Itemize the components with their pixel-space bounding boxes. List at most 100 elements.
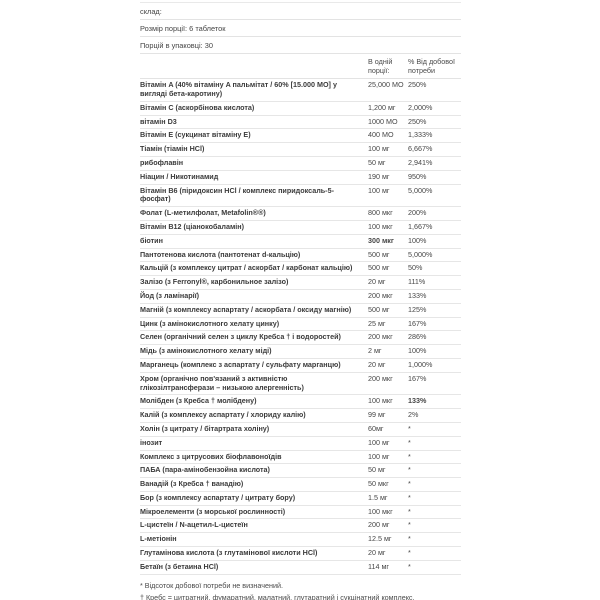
servings-per-container: Порцій в упаковці: 30	[140, 37, 461, 54]
table-row: L-метіонін 12.5 мг *	[140, 533, 461, 548]
table-row: Вітамін E (сукцинат вітаміну E) 400 МО 1,3…	[140, 129, 461, 144]
table-row: Цинк (з амінокислотного хелату цинку) 25 …	[140, 318, 461, 332]
dv-value: *	[408, 465, 411, 475]
dv-value: *	[408, 479, 411, 489]
dv-value: 200%	[408, 208, 427, 218]
ingredient-name: Селен (органічний селен з циклу Кребса †…	[140, 332, 341, 342]
ingredient-name: Вітамін A (40% вітаміну A пальмітат / 60…	[140, 80, 337, 98]
amount-value: 1000 МО	[368, 116, 398, 126]
table-row: Вітамін B6 (піридоксин HCl / комплекс пи…	[140, 185, 461, 208]
table-row: Вітамін C (аскорбінова кислота) 1,200 мг 2…	[140, 102, 461, 116]
ingredient-name: L-метіонін	[140, 534, 177, 544]
amount-value: 1.5 мг	[368, 492, 388, 502]
ingredient-name: Ніацин / Никотинамид	[140, 171, 219, 181]
ingredient-name: Мікроелементи (з морської рослинності)	[140, 506, 286, 516]
dv-value: 2%	[408, 410, 419, 420]
amount-value: 200 мкг	[368, 373, 393, 383]
amount-value: 60мг	[368, 423, 384, 433]
table-row: Холін (з цитрату / бітартрата холіну) 60м…	[140, 423, 461, 437]
dv-value: *	[408, 520, 411, 530]
ingredient-name: Глутамінова кислота (з глутамінової кисл…	[140, 548, 318, 558]
dv-value: 950%	[408, 171, 427, 181]
amount-value: 25 мг	[368, 318, 386, 328]
table-row: біотин 300 мкг 100%	[140, 235, 461, 249]
table-row: Ніацин / Никотинамид 190 мг 950%	[140, 171, 461, 185]
dv-value: 2,000%	[408, 102, 433, 112]
dv-value: *	[408, 534, 411, 544]
ingredient-name: вітамін D3	[140, 116, 177, 126]
ingredient-name: Молібден (з Кребса † молібдену)	[140, 396, 257, 406]
amount-value: 200 мкг	[368, 290, 393, 300]
composition-label: склад:	[140, 2, 461, 20]
dv-value: 1,000%	[408, 359, 433, 369]
dv-value: 250%	[408, 80, 427, 90]
amount-value: 100 мг	[368, 451, 390, 461]
amount-value: 400 МО	[368, 130, 394, 140]
amount-value: 50 мкг	[368, 479, 389, 489]
ingredient-name: Мідь (з амінокислотного хелату міді)	[140, 346, 272, 356]
table-row: Марганець (комплекс з аспартату / сульфа…	[140, 359, 461, 373]
dv-column-header: % Від добової потреби	[408, 57, 456, 75]
ingredient-name: Холін (з цитрату / бітартрата холіну)	[140, 423, 270, 433]
amount-value: 100 мг	[368, 437, 390, 447]
ingredient-name: Залізо (з Ferronyl®, карбонильное залізо…	[140, 277, 289, 287]
amount-value: 1,200 мг	[368, 102, 396, 112]
dv-value: 50%	[408, 263, 423, 273]
amount-value: 12.5 мг	[368, 534, 392, 544]
table-row: L-цистеїн / N-ацетил-L-цистеїн 200 мг *	[140, 519, 461, 534]
table-row: вітамін D3 1000 МО 250%	[140, 116, 461, 130]
dv-value: 6,667%	[408, 144, 433, 154]
dv-value: 286%	[408, 332, 427, 342]
ingredient-name: Вітамін C (аскорбінова кислота)	[140, 102, 255, 112]
amount-value: 20 мг	[368, 548, 386, 558]
amount-value: 99 мг	[368, 410, 386, 420]
dv-value: 167%	[408, 318, 427, 328]
ingredient-name: Калій (з комплексу аспартату / хлориду к…	[140, 410, 306, 420]
footnotes: * Відсоток добової потреби не визначений…	[140, 575, 461, 600]
dv-value: 100%	[408, 235, 427, 245]
ingredient-name: Кальцій (з комплексу цитрат / аскорбат /…	[140, 263, 353, 273]
amount-value: 100 мкг	[368, 396, 393, 406]
table-row: Вітамін B12 (ціанокобаламін) 100 мкг 1,667…	[140, 221, 461, 235]
table-row: Молібден (з Кребса † молібдену) 100 мкг 13…	[140, 395, 461, 410]
table-row: Бетаїн (з бетаина HCl) 114 мг *	[140, 561, 461, 575]
dv-value: *	[408, 492, 411, 502]
amount-value: 50 мг	[368, 465, 386, 475]
ingredient-name: Магній (з комплексу аспартату / аскорбат…	[140, 304, 352, 314]
table-row: інозит 100 мг *	[140, 437, 461, 451]
dv-value: 2,941%	[408, 157, 433, 167]
amount-value: 20 мг	[368, 359, 386, 369]
serving-size: Розмір порції: 6 таблеток	[140, 20, 461, 37]
table-row: Пантотенова кислота (пантотенат d-кальці…	[140, 249, 461, 263]
dv-value: 5,000%	[408, 249, 433, 259]
dv-value: *	[408, 561, 411, 571]
ingredient-name: Марганець (комплекс з аспартату / сульфа…	[140, 359, 341, 369]
amount-value: 190 мг	[368, 171, 390, 181]
amount-value: 300 мкг	[368, 235, 394, 245]
ingredient-name: L-цистеїн / N-ацетил-L-цистеїн	[140, 520, 248, 530]
amount-value: 500 мг	[368, 304, 390, 314]
ingredient-name: Вітамін E (сукцинат вітаміну E)	[140, 130, 251, 140]
ingredient-name: Бетаїн (з бетаина HCl)	[140, 561, 219, 571]
footnote: * Відсоток добової потреби не визначений…	[140, 580, 283, 590]
ingredient-name: Вітамін B6 (піридоксин HCl / комплекс пи…	[140, 185, 334, 204]
ingredient-name: ПАБА (пара-амінобензойна кислота)	[140, 465, 270, 475]
ingredient-name: Фолат (L-метилфолат, Metafolin®®)	[140, 208, 266, 218]
table-row: Калій (з комплексу аспартату / хлориду к…	[140, 409, 461, 423]
amount-value: 100 мг	[368, 185, 390, 195]
ingredient-rows: Вітамін A (40% вітаміну A пальмітат / 60…	[140, 79, 461, 575]
ingredient-name: Пантотенова кислота (пантотенат d-кальці…	[140, 249, 301, 259]
ingredient-name: Тіамін (тіамін HCl)	[140, 144, 205, 154]
dv-value: 125%	[408, 304, 427, 314]
ingredient-name: Ванадій (з Кребса † ванадію)	[140, 479, 244, 489]
ingredient-name: рибофлавін	[140, 157, 184, 167]
ingredient-name: Комплекс з цитрусових біофлавоноїдів	[140, 451, 282, 461]
table-row: Глутамінова кислота (з глутамінової кисл…	[140, 547, 461, 561]
dv-value: *	[408, 451, 411, 461]
table-row: Ванадій (з Кребса † ванадію) 50 мкг *	[140, 478, 461, 492]
amount-value: 2 мг	[368, 346, 382, 356]
amount-value: 50 мг	[368, 157, 386, 167]
dv-value: 111%	[408, 277, 426, 287]
table-row: Йод (з ламінарії) 200 мкг 133%	[140, 290, 461, 304]
dv-value: 1,667%	[408, 221, 433, 231]
